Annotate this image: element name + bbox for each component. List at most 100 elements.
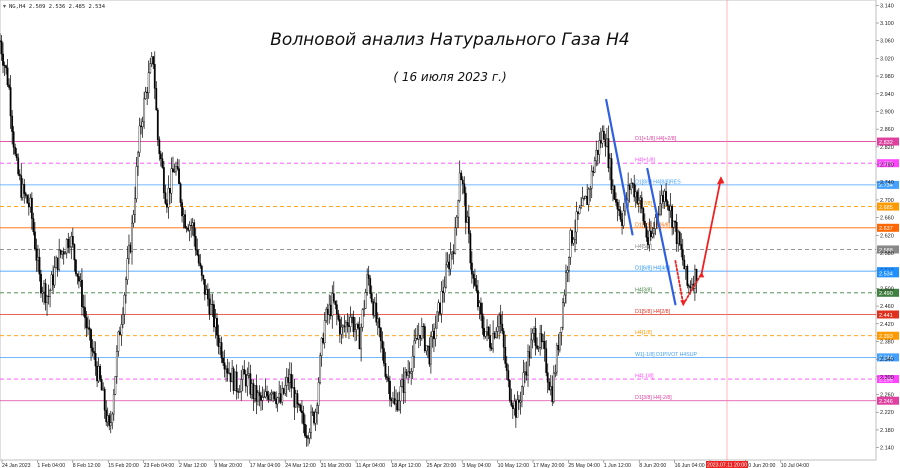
candle-body (463, 183, 466, 194)
level-price-label: 2.637 (879, 226, 893, 232)
level-price-label: 2.832 (879, 140, 893, 146)
candle-body (381, 340, 384, 349)
y-tick-label: 2.260 (880, 393, 894, 399)
level-lines: D1[+1/8] H4[+2/8] 2.832 H4[+1/8] 2.783 D1[8/… (0, 136, 899, 405)
candle-body (334, 300, 337, 305)
level-label: D1[6/8] H4[4/8] (635, 266, 670, 272)
candle-body (255, 385, 258, 402)
candle-body (505, 363, 508, 371)
candle-body (257, 392, 259, 402)
candle-body (555, 345, 558, 373)
candle-body (358, 327, 361, 350)
candle-body (364, 292, 367, 309)
candle-body (269, 394, 271, 400)
candle-body (399, 386, 402, 402)
candle-body (367, 274, 370, 279)
candle-body (423, 326, 426, 352)
candle-body (307, 437, 309, 439)
price-series (0, 33, 698, 447)
candle-body (390, 399, 393, 402)
candle-body (219, 342, 221, 347)
candle-body (478, 302, 481, 308)
level-price-label: 2.441 (879, 313, 893, 319)
candle-body (646, 237, 649, 245)
candle-body (291, 387, 294, 389)
candle-body (640, 197, 643, 209)
candle-body (231, 368, 234, 383)
candle-body (332, 293, 335, 302)
candle-body (499, 314, 502, 325)
candle-body (404, 371, 407, 393)
candle-body (58, 249, 61, 270)
level-price-tag (877, 288, 899, 297)
candle-body (372, 301, 375, 316)
candle-body (402, 379, 405, 393)
candle-body (266, 391, 268, 396)
candle-body (275, 398, 278, 405)
candle-body (118, 331, 121, 335)
candle-body (566, 270, 569, 273)
level-label: H4[7/8] (635, 201, 652, 207)
x-tick-label: 16 Jun 04:00 (675, 463, 705, 468)
candle-body (554, 371, 557, 374)
candle-body (361, 309, 364, 328)
chart-icon: ▾ (3, 4, 6, 10)
candle-body (12, 131, 15, 148)
candle-body (3, 65, 6, 67)
candle-body (425, 345, 428, 352)
level-price-label: 2.588 (879, 248, 893, 254)
candle-body (343, 325, 346, 328)
projection-arrowhead (716, 176, 725, 185)
candle-body (642, 208, 645, 222)
candle-body (609, 158, 611, 169)
candle-body (176, 166, 179, 169)
candle-body (467, 216, 470, 234)
candle-body (572, 239, 575, 244)
candle-body (109, 422, 112, 426)
y-tick-label: 2.460 (880, 304, 894, 310)
candle-body (173, 171, 176, 173)
candle-body (24, 193, 27, 196)
candle-body (17, 157, 20, 175)
level-price-tag (877, 310, 899, 319)
candle-body (11, 115, 14, 132)
candle-body (340, 326, 343, 335)
candle-body (416, 338, 419, 340)
candle-body (134, 198, 136, 215)
candle-body (250, 383, 253, 395)
candle-body (32, 218, 35, 233)
candle-body (492, 333, 495, 350)
y-tick-label: 2.180 (880, 428, 894, 434)
candle-body (606, 138, 608, 147)
candle-body (76, 273, 79, 277)
candle-body (8, 84, 11, 88)
candle-body (513, 400, 516, 409)
current-price-label: 2.534 (879, 272, 893, 278)
candle-body (85, 317, 88, 328)
candle-body (213, 304, 215, 328)
candle-body (569, 230, 572, 258)
y-tick-label: 2.780 (880, 163, 894, 169)
candle-body (669, 205, 672, 211)
candle-body (181, 202, 183, 217)
candle-body (252, 383, 255, 399)
candle-body (301, 410, 303, 414)
candle-body (120, 324, 123, 335)
candle-body (225, 368, 227, 370)
candle-body (461, 179, 464, 184)
candle-body (337, 313, 340, 320)
candle-body (419, 334, 422, 339)
level-price-label: 2.393 (879, 334, 893, 340)
projection-arrowhead (698, 271, 705, 278)
candle-body (352, 316, 355, 332)
candle-body (378, 318, 381, 329)
candle-body (589, 188, 592, 190)
y-tick-label: 2.620 (880, 233, 894, 239)
candle-body (607, 138, 610, 169)
candle-body (178, 168, 180, 184)
candle-body (657, 213, 660, 215)
candle-body (276, 397, 279, 405)
candle-body (355, 323, 358, 330)
candle-body (531, 332, 534, 341)
candle-body (596, 149, 599, 155)
